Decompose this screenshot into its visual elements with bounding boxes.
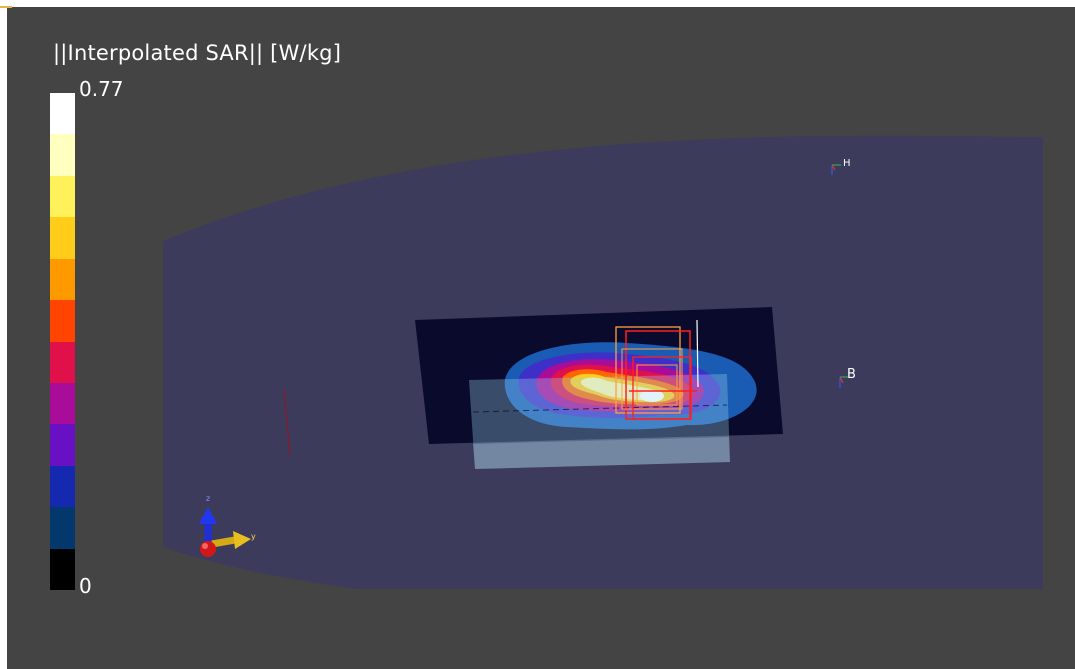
window-corner-mark — [0, 6, 12, 8]
z-axis-label: z — [206, 494, 211, 503]
marker-b — [839, 376, 848, 388]
z-axis-arrowhead — [199, 507, 217, 524]
y-axis-label: y — [251, 532, 256, 541]
device-block — [469, 374, 730, 469]
3d-viewport[interactable]: ||Interpolated SAR|| [W/kg] 0.77 0 H B z… — [7, 7, 1075, 669]
colorbar-swatch — [50, 217, 75, 259]
colorbar-swatch — [50, 134, 75, 176]
colorbar-swatch — [50, 258, 75, 301]
y-axis-shaft — [211, 536, 236, 548]
colorbar-swatch — [50, 300, 75, 342]
probe-trace-line — [283, 389, 291, 456]
colorbar-swatch — [50, 382, 75, 425]
marker-h-label: H — [843, 158, 851, 169]
frame-orange-outer — [615, 326, 681, 414]
device-edge — [472, 404, 728, 413]
orientation-axes-widget[interactable] — [199, 507, 251, 557]
marker-b-label: B — [847, 367, 856, 382]
colorbar-swatch — [50, 548, 75, 591]
legend-max-label: 0.77 — [79, 77, 124, 101]
legend-min-label: 0 — [79, 574, 92, 598]
scene-canvas[interactable] — [7, 7, 1075, 669]
measurement-frames — [615, 326, 697, 420]
colorbar-swatch — [50, 465, 75, 508]
x-axis-sphere — [200, 541, 216, 557]
sar-peak — [640, 390, 664, 402]
colorbar-swatch — [50, 175, 75, 218]
x-axis-sphere-highlight — [202, 543, 208, 549]
frame-red-inner — [632, 356, 692, 420]
colorbar-swatch — [50, 93, 75, 135]
legend-title: ||Interpolated SAR|| [W/kg] — [53, 41, 342, 65]
device-block-bottom — [473, 437, 730, 469]
marker-h — [831, 164, 841, 175]
frame-orange-inner — [621, 348, 683, 410]
y-axis-arrowhead — [233, 531, 251, 549]
colorbar-swatch — [50, 341, 75, 383]
frame-orange-core — [636, 364, 678, 406]
colorbar — [50, 93, 75, 591]
probe-axis-line — [696, 319, 699, 388]
colorbar-swatch — [50, 507, 75, 549]
colorbar-swatch — [50, 424, 75, 466]
